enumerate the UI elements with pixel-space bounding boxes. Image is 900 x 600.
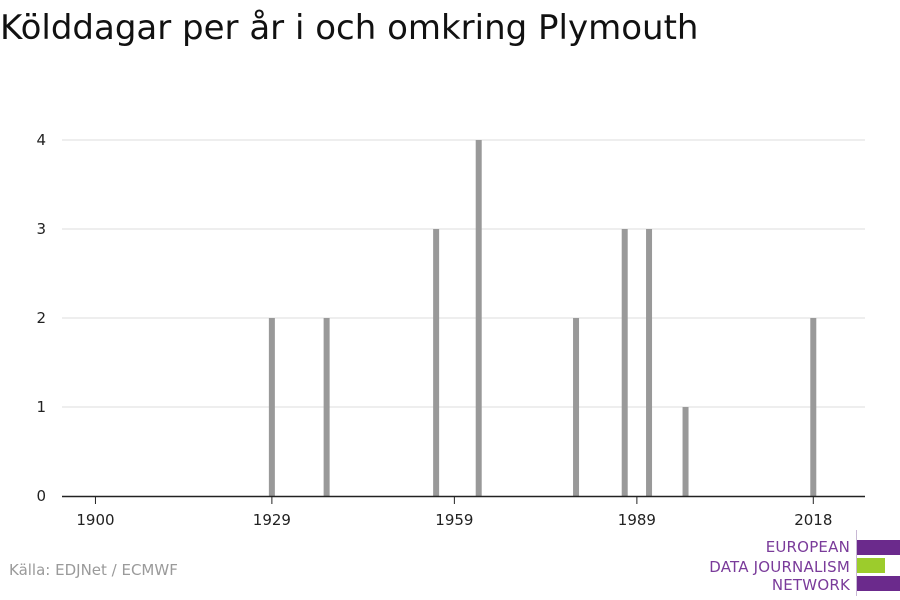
logo-bar-middle	[857, 558, 885, 573]
x-tick-label: 1989	[618, 511, 656, 529]
bar	[268, 318, 275, 496]
bar	[573, 318, 580, 496]
y-tick-label: 1	[36, 398, 46, 416]
source-note: Källa: EDJNet / ECMWF	[9, 561, 178, 579]
bar	[810, 318, 817, 496]
y-tick-label: 4	[36, 131, 46, 149]
x-tick-label: 1959	[435, 511, 473, 529]
bar	[621, 229, 628, 496]
logo-bar-bottom	[857, 576, 900, 591]
bar	[433, 229, 440, 496]
edjnet-logo: EUROPEAN DATA JOURNALISM NETWORK	[700, 530, 900, 596]
x-tick-label: 1900	[76, 511, 114, 529]
chart-title: Kölddagar per år i och omkring Plymouth	[0, 8, 699, 48]
bar	[475, 140, 482, 496]
y-tick-label: 0	[36, 487, 46, 505]
logo-line-3: NETWORK	[771, 576, 850, 594]
logo-divider	[856, 530, 857, 596]
logo-line-1: EUROPEAN	[765, 538, 850, 556]
bars	[268, 140, 817, 496]
grid-lines	[62, 139, 865, 408]
x-tick-label: 2018	[794, 511, 832, 529]
bar	[323, 318, 330, 496]
x-tick-label: 1929	[253, 511, 291, 529]
logo-line-2: DATA JOURNALISM	[709, 558, 850, 576]
y-tick-label: 3	[36, 220, 46, 238]
y-tick-label: 2	[36, 309, 46, 327]
logo-bar-top	[857, 540, 900, 555]
bar	[646, 229, 653, 496]
bar	[682, 407, 689, 496]
axes: 0 1 2 3 4 1900 1929 1959 1989 2018	[36, 131, 865, 529]
